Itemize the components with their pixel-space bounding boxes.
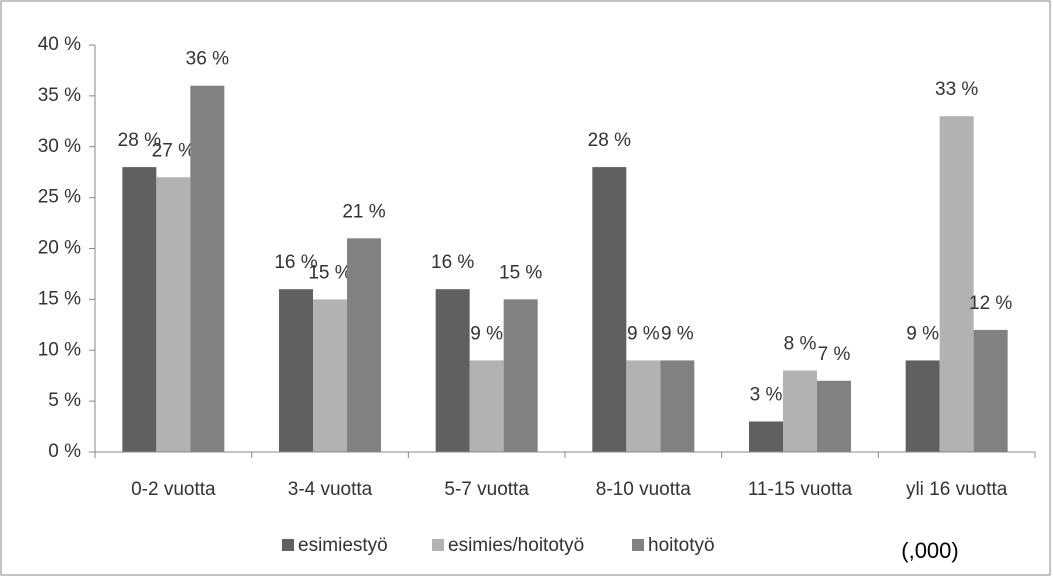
bar (313, 299, 347, 452)
x-tick-label: yli 16 vuotta (906, 479, 1008, 500)
bar (435, 289, 470, 452)
value-label: 28 % (118, 130, 161, 151)
value-label: 15 % (308, 262, 351, 283)
value-label: 9 % (470, 323, 503, 344)
value-label: 21 % (342, 201, 385, 222)
y-tick-label: 0 % (48, 441, 81, 462)
y-tick-label: 20 % (38, 238, 81, 259)
bar (973, 329, 1008, 452)
x-tick-label: 11-15 vuotta (748, 479, 853, 500)
value-label: 9 % (627, 323, 660, 344)
bar (939, 116, 974, 452)
bar (817, 380, 851, 452)
y-tick-label: 35 % (38, 85, 81, 106)
value-label: 16 % (274, 252, 317, 273)
value-label: 15 % (499, 262, 542, 283)
value-label: 9 % (661, 323, 694, 344)
bar (122, 167, 157, 452)
value-label: 12 % (969, 293, 1012, 314)
value-label: 33 % (935, 79, 978, 100)
bar (626, 360, 661, 452)
bar (279, 289, 313, 452)
value-label: 8 % (784, 334, 817, 355)
bar (783, 370, 817, 452)
x-tick-label: 3-4 vuotta (288, 479, 373, 500)
legend-swatch (632, 539, 644, 551)
value-label: 3 % (750, 384, 783, 405)
bar (905, 360, 940, 452)
bar (156, 177, 191, 452)
value-label: 27 % (152, 140, 195, 161)
y-tick-label: 30 % (38, 136, 81, 157)
y-tick-label: 10 % (38, 339, 81, 360)
x-tick-label: 0-2 vuotta (131, 479, 216, 500)
legend-swatch (282, 539, 294, 551)
bar (347, 238, 381, 452)
bar (503, 299, 538, 452)
x-tick-label: 5-7 vuotta (444, 479, 529, 500)
y-tick-label: 15 % (38, 288, 81, 309)
legend-label: hoitotyö (648, 535, 715, 556)
value-label: 28 % (588, 130, 631, 151)
annotation: (,000) (901, 538, 958, 563)
value-label: 9 % (906, 323, 939, 344)
bar (190, 85, 225, 452)
y-tick-label: 25 % (38, 187, 81, 208)
x-tick-label: 8-10 vuotta (596, 479, 691, 500)
y-tick-label: 40 % (38, 34, 81, 55)
legend-label: esimiestyö (298, 535, 388, 556)
bar (660, 360, 695, 452)
value-label: 16 % (431, 252, 474, 273)
value-label: 36 % (186, 49, 229, 70)
y-tick-label: 5 % (48, 390, 81, 411)
bar (592, 167, 627, 452)
bar (749, 421, 783, 452)
value-label: 7 % (818, 344, 851, 365)
legend-label: esimies/hoitotyö (448, 535, 584, 556)
legend-swatch (432, 539, 444, 551)
bar (469, 360, 504, 452)
